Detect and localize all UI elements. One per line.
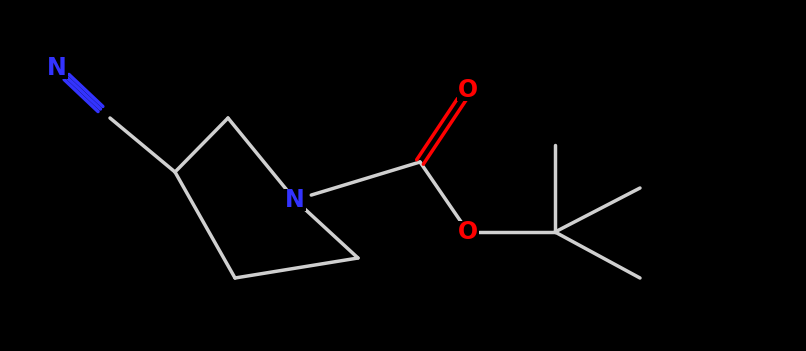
Text: O: O <box>458 78 478 102</box>
Text: N: N <box>285 188 305 212</box>
Bar <box>457 221 479 243</box>
Text: N: N <box>47 56 67 80</box>
Text: O: O <box>458 220 478 244</box>
Bar <box>284 189 306 211</box>
Bar <box>457 79 479 101</box>
Bar <box>46 57 68 79</box>
